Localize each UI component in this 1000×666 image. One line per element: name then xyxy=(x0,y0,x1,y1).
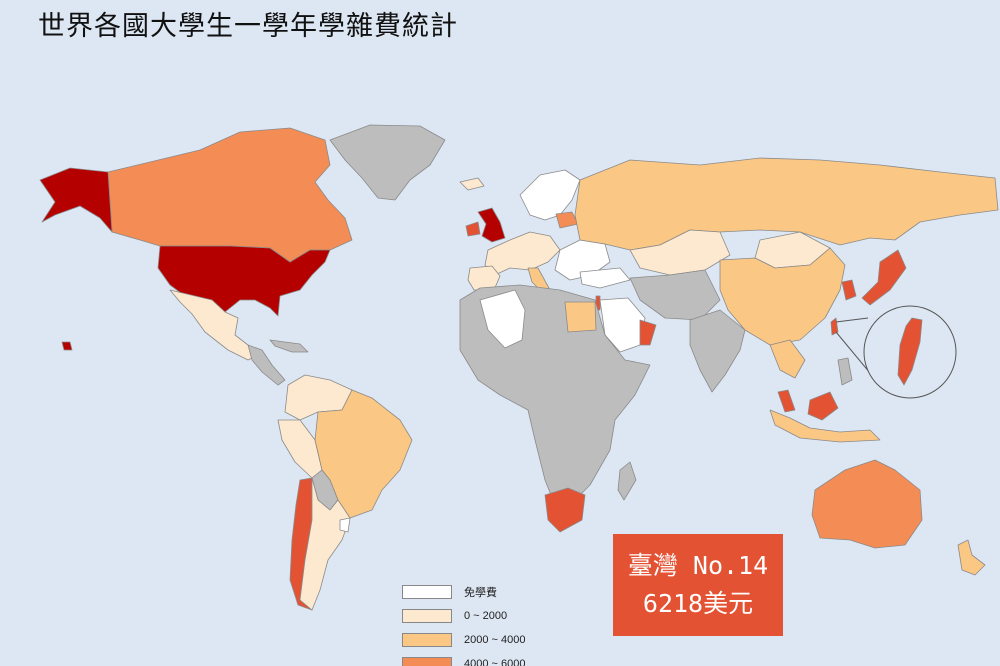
south-africa xyxy=(544,487,586,533)
legend-label: 2000 ~ 4000 xyxy=(464,634,526,646)
alaska xyxy=(39,167,113,233)
legend-label: 免學費 xyxy=(464,587,497,599)
caribbean xyxy=(269,339,309,353)
taiwan-inset-island xyxy=(897,317,923,386)
china xyxy=(719,247,846,346)
united-kingdom xyxy=(477,207,506,243)
philippines xyxy=(837,357,853,386)
legend: 免學費 0 ~ 2000 2000 ~ 4000 4000 ~ 6000 xyxy=(402,582,602,666)
uruguay xyxy=(339,517,351,533)
central-america xyxy=(247,344,286,386)
iberia xyxy=(467,265,501,291)
callout-rank: 臺灣 No.14 xyxy=(627,551,769,580)
legend-swatch xyxy=(402,609,452,623)
legend-label: 4000 ~ 6000 xyxy=(464,658,526,666)
legend-swatch xyxy=(402,585,452,599)
legend-item: 4000 ~ 6000 xyxy=(402,654,602,666)
peru xyxy=(277,419,323,479)
legend-item: 免學費 xyxy=(402,582,602,602)
hawaii xyxy=(61,341,73,351)
southeast-asia xyxy=(769,339,806,379)
taiwan-inset xyxy=(835,305,957,399)
indonesia xyxy=(769,409,881,443)
kazakhstan xyxy=(629,229,731,276)
russia xyxy=(574,157,999,251)
map-title: 世界各國大學生一學年學雜費統計 xyxy=(38,11,458,42)
legend-swatch xyxy=(402,657,452,666)
legend-label: 0 ~ 2000 xyxy=(464,610,508,622)
new-zealand xyxy=(957,539,986,576)
legend-item: 2000 ~ 4000 xyxy=(402,630,602,650)
central-asia xyxy=(629,269,721,321)
scandinavia xyxy=(519,169,581,221)
algeria xyxy=(479,289,526,349)
iceland xyxy=(459,177,485,191)
legend-swatch xyxy=(402,633,452,647)
madagascar xyxy=(617,461,637,501)
turkey xyxy=(579,267,631,289)
ireland xyxy=(465,221,481,237)
borneo xyxy=(807,391,839,421)
greenland xyxy=(329,124,446,201)
canada xyxy=(107,127,353,263)
malaysia xyxy=(777,389,796,413)
india xyxy=(689,309,746,393)
taiwan-callout: 臺灣 No.14 6218美元 xyxy=(613,534,783,636)
egypt xyxy=(564,301,597,333)
japan xyxy=(861,249,907,306)
callout-amount: 6218美元 xyxy=(642,589,754,618)
argentina xyxy=(299,477,351,611)
australia xyxy=(811,459,923,549)
legend-item: 0 ~ 2000 xyxy=(402,606,602,626)
south-korea xyxy=(841,279,857,301)
oman xyxy=(639,319,657,346)
